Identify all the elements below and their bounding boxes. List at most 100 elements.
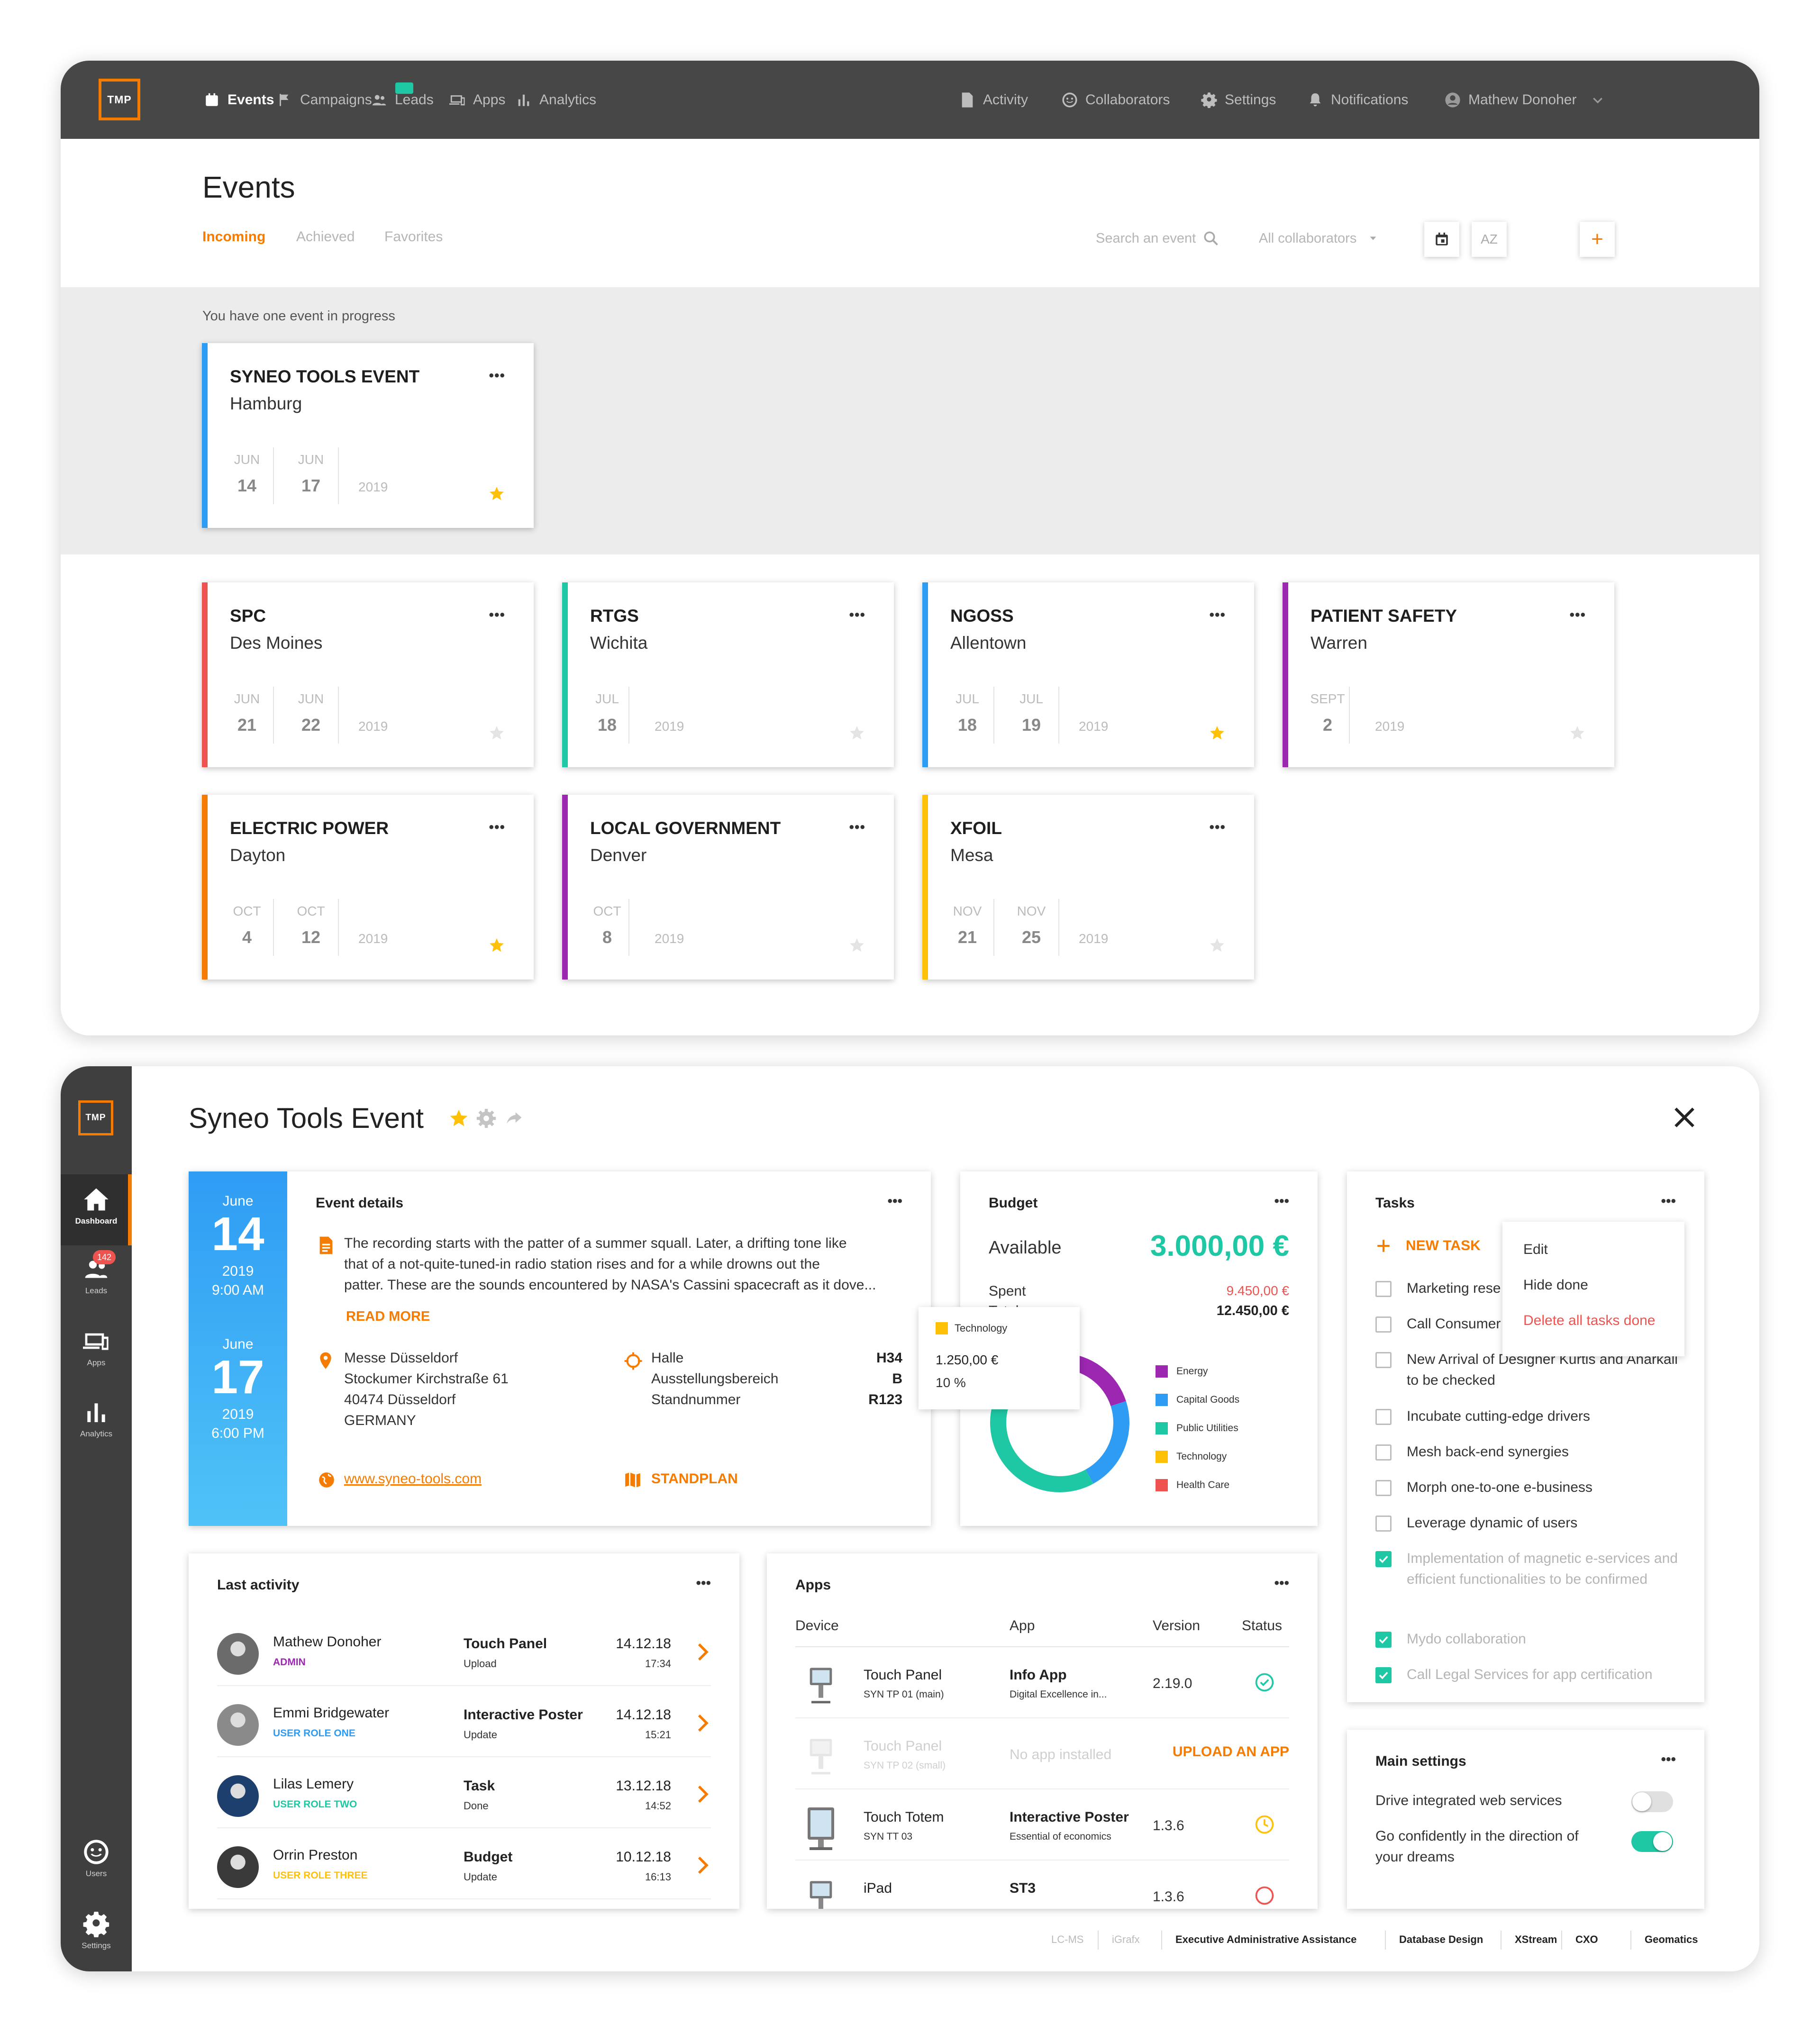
activity-row[interactable]: Emmi Bridgewater USER ROLE ONE Interacti… bbox=[217, 1686, 711, 1757]
donut-slice-public-utilities[interactable] bbox=[990, 1393, 1093, 1492]
donut-slice-capital-goods[interactable] bbox=[1085, 1401, 1129, 1484]
tmp-logo[interactable]: TMP bbox=[99, 79, 140, 120]
nav-notifications[interactable]: Notifications bbox=[1307, 61, 1408, 139]
nav-collaborators[interactable]: Collaborators bbox=[1062, 61, 1170, 139]
task-checkbox[interactable] bbox=[1375, 1409, 1392, 1425]
website-link[interactable]: www.syneo-tools.com bbox=[344, 1471, 482, 1487]
app-row[interactable]: Touch Panel SYN TP 02 (small) No app ins… bbox=[795, 1718, 1289, 1789]
task-checkbox[interactable] bbox=[1375, 1551, 1392, 1567]
activity-row[interactable]: Orrin Preston USER ROLE THREE Budget Upd… bbox=[217, 1828, 711, 1899]
activity-row[interactable]: Mathew Donoher ADMIN Touch Panel Upload … bbox=[217, 1615, 711, 1686]
tab-favorites[interactable]: Favorites bbox=[384, 229, 443, 245]
card-more-button[interactable]: ••• bbox=[849, 819, 865, 835]
menu-item-hide-done[interactable]: Hide done bbox=[1523, 1277, 1588, 1293]
tab-achieved[interactable]: Achieved bbox=[296, 229, 355, 245]
event-card[interactable]: NGOSS Allentown ••• JUL 18 JUL 19 2019 bbox=[922, 582, 1254, 767]
activity-more-button[interactable]: ••• bbox=[696, 1575, 711, 1591]
star-icon[interactable] bbox=[488, 725, 505, 742]
event-card[interactable]: XFOIL Mesa ••• NOV 21 NOV 25 2019 bbox=[922, 795, 1254, 980]
tab-incoming[interactable]: Incoming bbox=[202, 229, 266, 245]
nav-events[interactable]: Events bbox=[204, 61, 274, 139]
card-more-button[interactable]: ••• bbox=[849, 607, 865, 623]
nav-leads[interactable]: Leads bbox=[371, 61, 434, 139]
favorite-star-icon[interactable] bbox=[448, 1108, 469, 1129]
task-checkbox[interactable] bbox=[1375, 1667, 1392, 1683]
sidebar-item-dashboard[interactable]: Dashboard bbox=[61, 1186, 132, 1226]
app-row[interactable]: iPad ST3 1.3.6 bbox=[795, 1861, 1289, 1909]
card-more-button[interactable]: ••• bbox=[1209, 607, 1226, 623]
card-more-button[interactable]: ••• bbox=[1209, 819, 1226, 835]
sidebar-item-apps[interactable]: Apps bbox=[61, 1328, 132, 1368]
chevron-right-icon[interactable] bbox=[694, 1713, 711, 1733]
favorite-star-icon[interactable] bbox=[488, 485, 505, 502]
activity-row[interactable]: Lilas Lemery USER ROLE TWO Task Done 13.… bbox=[217, 1757, 711, 1828]
task-checkbox[interactable] bbox=[1375, 1316, 1392, 1333]
upload-app-button[interactable]: UPLOAD AN APP bbox=[1172, 1744, 1289, 1760]
chevron-right-icon[interactable] bbox=[694, 1642, 711, 1662]
sort-az-button[interactable]: AZ bbox=[1472, 222, 1507, 257]
event-card[interactable]: SYNEO TOOLS EVENT Hamburg ••• JUN 14 JUN 1… bbox=[202, 343, 534, 528]
tasks-more-button[interactable]: ••• bbox=[1661, 1193, 1676, 1209]
menu-item-delete-done[interactable]: Delete all tasks done bbox=[1523, 1313, 1656, 1328]
app-row[interactable]: Touch Panel SYN TP 01 (main) Info App Di… bbox=[795, 1647, 1289, 1718]
search-input[interactable]: Search an event bbox=[1096, 227, 1233, 250]
calendar-view-button[interactable] bbox=[1424, 222, 1459, 257]
menu-item-edit[interactable]: Edit bbox=[1523, 1242, 1548, 1257]
share-icon[interactable] bbox=[503, 1108, 524, 1129]
apps-more-button[interactable]: ••• bbox=[1274, 1575, 1289, 1591]
star-icon[interactable] bbox=[1569, 725, 1586, 742]
footer-link[interactable]: Geomatics bbox=[1645, 1933, 1698, 1945]
event-card[interactable]: PATIENT SAFETY Warren ••• SEPT 2 2019 bbox=[1283, 582, 1614, 767]
footer-link[interactable]: CXO bbox=[1575, 1933, 1598, 1945]
task-checkbox[interactable] bbox=[1375, 1480, 1392, 1496]
nav-campaigns[interactable]: Campaigns bbox=[276, 61, 372, 139]
footer-link[interactable]: Database Design bbox=[1399, 1933, 1483, 1945]
event-card[interactable]: LOCAL GOVERNMENT Denver ••• OCT 8 2019 bbox=[562, 795, 894, 980]
card-more-button[interactable]: ••• bbox=[489, 368, 505, 383]
sidebar-logo[interactable]: TMP bbox=[78, 1100, 113, 1135]
card-more-button[interactable]: ••• bbox=[1569, 607, 1586, 623]
nav-activity[interactable]: Activity bbox=[959, 61, 1028, 139]
footer-link[interactable]: Executive Administrative Assistance bbox=[1175, 1933, 1357, 1945]
add-event-button[interactable]: + bbox=[1580, 222, 1615, 257]
sidebar-item-analytics[interactable]: Analytics bbox=[61, 1399, 132, 1439]
task-checkbox[interactable] bbox=[1375, 1352, 1392, 1368]
budget-more-button[interactable]: ••• bbox=[1274, 1193, 1289, 1209]
standplan-link[interactable]: STANDPLAN bbox=[651, 1471, 738, 1487]
collaborators-filter[interactable]: All collaborators bbox=[1259, 227, 1378, 250]
chevron-right-icon[interactable] bbox=[694, 1855, 711, 1876]
app-row[interactable]: Touch Totem SYN TT 03 Interactive Poster… bbox=[795, 1789, 1289, 1861]
task-checkbox[interactable] bbox=[1375, 1444, 1392, 1461]
close-icon[interactable] bbox=[1671, 1104, 1698, 1131]
favorite-star-icon[interactable] bbox=[1209, 725, 1226, 742]
nav-apps[interactable]: Apps bbox=[449, 61, 505, 139]
read-more-link[interactable]: READ MORE bbox=[346, 1309, 430, 1324]
task-checkbox[interactable] bbox=[1375, 1632, 1392, 1648]
chevron-right-icon[interactable] bbox=[694, 1784, 711, 1805]
event-card[interactable]: SPC Des Moines ••• JUN 21 JUN 22 2019 bbox=[202, 582, 534, 767]
star-icon[interactable] bbox=[848, 725, 865, 742]
task-checkbox[interactable] bbox=[1375, 1281, 1392, 1297]
event-card[interactable]: RTGS Wichita ••• JUL 18 2019 bbox=[562, 582, 894, 767]
favorite-star-icon[interactable] bbox=[488, 937, 505, 954]
card-more-button[interactable]: ••• bbox=[489, 607, 505, 623]
star-icon[interactable] bbox=[1209, 937, 1226, 954]
nav-analytics[interactable]: Analytics bbox=[516, 61, 596, 139]
settings-more-button[interactable]: ••• bbox=[1661, 1752, 1676, 1767]
task-checkbox[interactable] bbox=[1375, 1516, 1392, 1532]
event-card[interactable]: ELECTRIC POWER Dayton ••• OCT 4 OCT 12 201… bbox=[202, 795, 534, 980]
footer-link[interactable]: LC-MS bbox=[1051, 1933, 1084, 1945]
nav-settings[interactable]: Settings bbox=[1201, 61, 1276, 139]
sidebar-item-users[interactable]: Users bbox=[61, 1839, 132, 1879]
footer-link[interactable]: XStream bbox=[1515, 1933, 1557, 1945]
card-more-button[interactable]: ••• bbox=[489, 819, 505, 835]
setting-toggle-off[interactable] bbox=[1631, 1791, 1673, 1812]
sidebar-item-settings[interactable]: Settings bbox=[61, 1911, 132, 1951]
footer-link[interactable]: iGrafx bbox=[1112, 1933, 1140, 1945]
gear-icon[interactable] bbox=[476, 1108, 497, 1129]
user-menu[interactable]: Mathew Donoher bbox=[1445, 61, 1605, 139]
new-task-button[interactable]: NEW TASK bbox=[1375, 1238, 1481, 1254]
star-icon[interactable] bbox=[848, 937, 865, 954]
setting-toggle-on[interactable] bbox=[1631, 1831, 1673, 1852]
event-details-more-button[interactable]: ••• bbox=[887, 1193, 902, 1209]
